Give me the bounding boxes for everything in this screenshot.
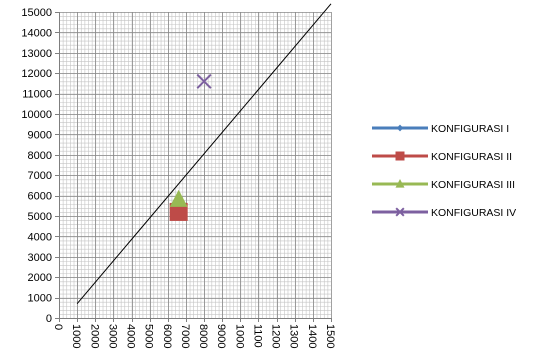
y-tick-label: 14000 <box>21 27 52 39</box>
y-tick-label: 9000 <box>28 129 52 141</box>
legend-swatch-marker <box>395 151 405 161</box>
y-tick-label: 7000 <box>28 170 52 182</box>
axes <box>55 12 332 322</box>
y-tick-label: 5000 <box>28 211 52 223</box>
reference-line-group <box>76 3 332 305</box>
legend-item-2: KONFIGURASI II <box>372 151 512 163</box>
x-tick-label: 1000 <box>233 324 245 348</box>
legend-item-4: KONFIGURASI IV <box>372 207 516 219</box>
y-tick-label: 13000 <box>21 48 52 60</box>
y-tick-label: 3000 <box>28 252 52 264</box>
y-tick-label: 10000 <box>21 109 52 121</box>
x-tick-label: 0 <box>52 324 64 330</box>
legend-item-3: KONFIGURASI III <box>372 179 515 191</box>
legend-swatch-marker <box>395 207 405 217</box>
x-tick-label: 4000 <box>125 324 137 348</box>
x-axis-tick-labels: 0 1000 2000 3000 4000 5000 6000 7000 8000 9000 100… <box>52 324 336 348</box>
x-tick-label: 9000 <box>215 324 227 348</box>
y-tick-label: 12000 <box>21 68 52 80</box>
x-tick-label: 1200 <box>270 324 282 348</box>
y-tick-label: 15000 <box>21 7 52 19</box>
y-tick-label: 6000 <box>28 191 52 203</box>
data-point-series-3 <box>169 189 188 207</box>
x-tick-label: 1000 <box>70 324 82 348</box>
x-tick-label: 7000 <box>179 324 191 348</box>
legend-label: KONFIGURASI IV <box>431 207 516 219</box>
legend-label: KONFIGURASI I <box>431 123 509 135</box>
x-tick-label: 1500 <box>324 324 336 348</box>
y-axis-tick-labels: 0 1000 2000 3000 4000 5000 6000 7000 8000 9000 100… <box>21 7 52 325</box>
legend-item-1: KONFIGURASI I <box>372 123 509 135</box>
y-tick-label: 11000 <box>22 89 52 101</box>
x-tick-label: 3000 <box>106 324 118 348</box>
legend-label: KONFIGURASI III <box>431 179 515 191</box>
reference-line <box>76 3 332 305</box>
legend-swatch-marker <box>396 124 404 132</box>
data-points <box>169 73 212 221</box>
major-gridlines <box>59 12 332 319</box>
x-tick-label: 1100 <box>251 324 263 348</box>
y-tick-label: 2000 <box>28 272 52 284</box>
data-point-series-4 <box>196 73 212 89</box>
x-tick-label: 6000 <box>161 324 173 348</box>
x-tick-label: 8000 <box>197 324 209 348</box>
y-tick-label: 4000 <box>28 231 52 243</box>
x-tick-label: 5000 <box>143 324 155 348</box>
x-tick-label: 1400 <box>306 324 318 348</box>
legend-label: KONFIGURASI II <box>431 151 512 163</box>
legend: KONFIGURASI I KONFIGURASI II KONFIGURASI I… <box>372 123 516 219</box>
x-tick-label: 2000 <box>88 324 100 348</box>
y-tick-label: 0 <box>46 313 52 325</box>
data-point-series-2 <box>169 202 188 221</box>
y-tick-label: 8000 <box>28 150 52 162</box>
y-tick-label: 1000 <box>28 293 52 305</box>
legend-swatch-marker <box>395 179 405 188</box>
x-tick-label: 1300 <box>288 324 300 348</box>
